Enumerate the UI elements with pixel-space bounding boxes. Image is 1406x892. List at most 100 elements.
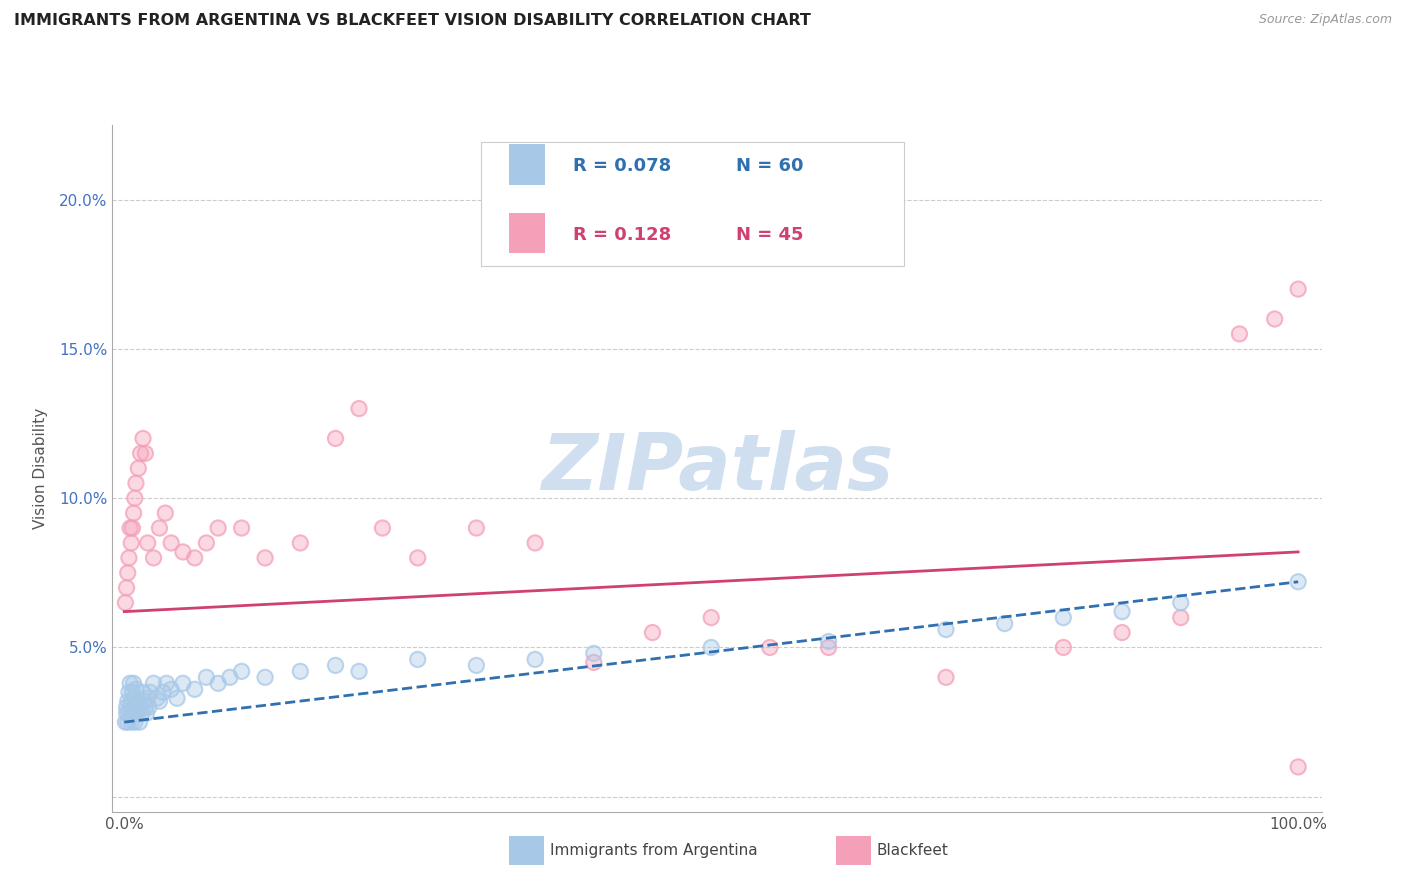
Point [935,623,957,637]
Point [160,536,183,550]
Point [139,685,162,699]
Point [114,596,136,610]
Point [347,401,370,416]
Y-axis label: Vision Disability: Vision Disability [34,408,48,529]
Point [115,706,138,721]
Point [127,694,149,708]
Point [129,446,152,460]
Point [1052,610,1074,624]
Point [254,550,277,565]
Point [371,521,394,535]
Point [120,715,142,730]
Point [465,658,488,673]
Point [120,715,142,730]
FancyBboxPatch shape [509,836,544,864]
Point [465,658,488,673]
Point [120,694,142,708]
Point [122,506,145,520]
Point [115,581,138,595]
Point [114,715,136,730]
Point [406,652,429,666]
Point [125,476,148,491]
Point [406,652,429,666]
Point [817,640,839,655]
Point [290,665,312,679]
Point [759,640,782,655]
Point [131,706,153,721]
Point [325,658,347,673]
Text: IMMIGRANTS FROM ARGENTINA VS BLACKFEET VISION DISABILITY CORRELATION CHART: IMMIGRANTS FROM ARGENTINA VS BLACKFEET V… [14,13,811,29]
Point [120,521,142,535]
Point [183,550,205,565]
Point [125,706,148,721]
Point [128,715,150,730]
Point [121,685,143,699]
Point [172,545,194,559]
Point [142,676,165,690]
Point [115,700,138,714]
Point [155,506,177,520]
Point [700,610,723,624]
Point [166,691,188,706]
Point [118,706,141,721]
Point [134,446,156,460]
Point [465,521,488,535]
Point [121,521,143,535]
Point [347,665,370,679]
Point [1286,282,1309,296]
Point [122,700,145,714]
Point [1170,610,1192,624]
Point [994,616,1017,631]
Text: R = 0.128: R = 0.128 [572,226,671,244]
Point [115,706,138,721]
Point [129,700,152,714]
Point [218,670,240,684]
Point [195,536,218,550]
Point [183,550,205,565]
Point [120,536,142,550]
FancyBboxPatch shape [509,213,546,253]
Point [120,700,142,714]
FancyBboxPatch shape [509,145,546,185]
Point [195,536,218,550]
Point [1052,640,1074,655]
Point [218,670,240,684]
Point [1111,625,1133,640]
Point [254,670,277,684]
Point [134,700,156,714]
Point [1052,610,1074,624]
Point [136,691,159,706]
Point [120,676,142,690]
Point [371,521,394,535]
Point [118,706,141,721]
Point [1111,605,1133,619]
Point [122,700,145,714]
Point [160,682,183,697]
Point [254,550,277,565]
Point [524,652,547,666]
Text: N = 45: N = 45 [735,226,803,244]
Point [231,665,253,679]
Point [207,521,229,535]
Point [114,596,136,610]
Point [406,550,429,565]
Point [146,691,169,706]
Point [160,682,183,697]
Point [129,700,152,714]
Point [152,685,174,699]
Point [115,700,138,714]
Point [139,685,162,699]
Point [582,647,605,661]
Point [524,536,547,550]
Point [1170,610,1192,624]
Point [207,521,229,535]
Point [129,446,152,460]
Point [817,640,839,655]
Point [114,715,136,730]
Point [121,706,143,721]
Point [1286,760,1309,774]
Point [1286,574,1309,589]
Point [117,715,139,730]
Point [118,685,141,699]
Point [124,691,146,706]
